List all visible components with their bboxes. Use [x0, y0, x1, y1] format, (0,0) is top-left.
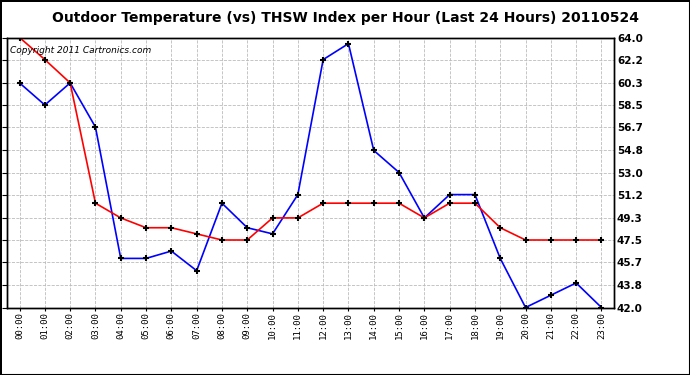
- Text: Outdoor Temperature (vs) THSW Index per Hour (Last 24 Hours) 20110524: Outdoor Temperature (vs) THSW Index per …: [52, 11, 638, 25]
- Text: Copyright 2011 Cartronics.com: Copyright 2011 Cartronics.com: [10, 46, 151, 55]
